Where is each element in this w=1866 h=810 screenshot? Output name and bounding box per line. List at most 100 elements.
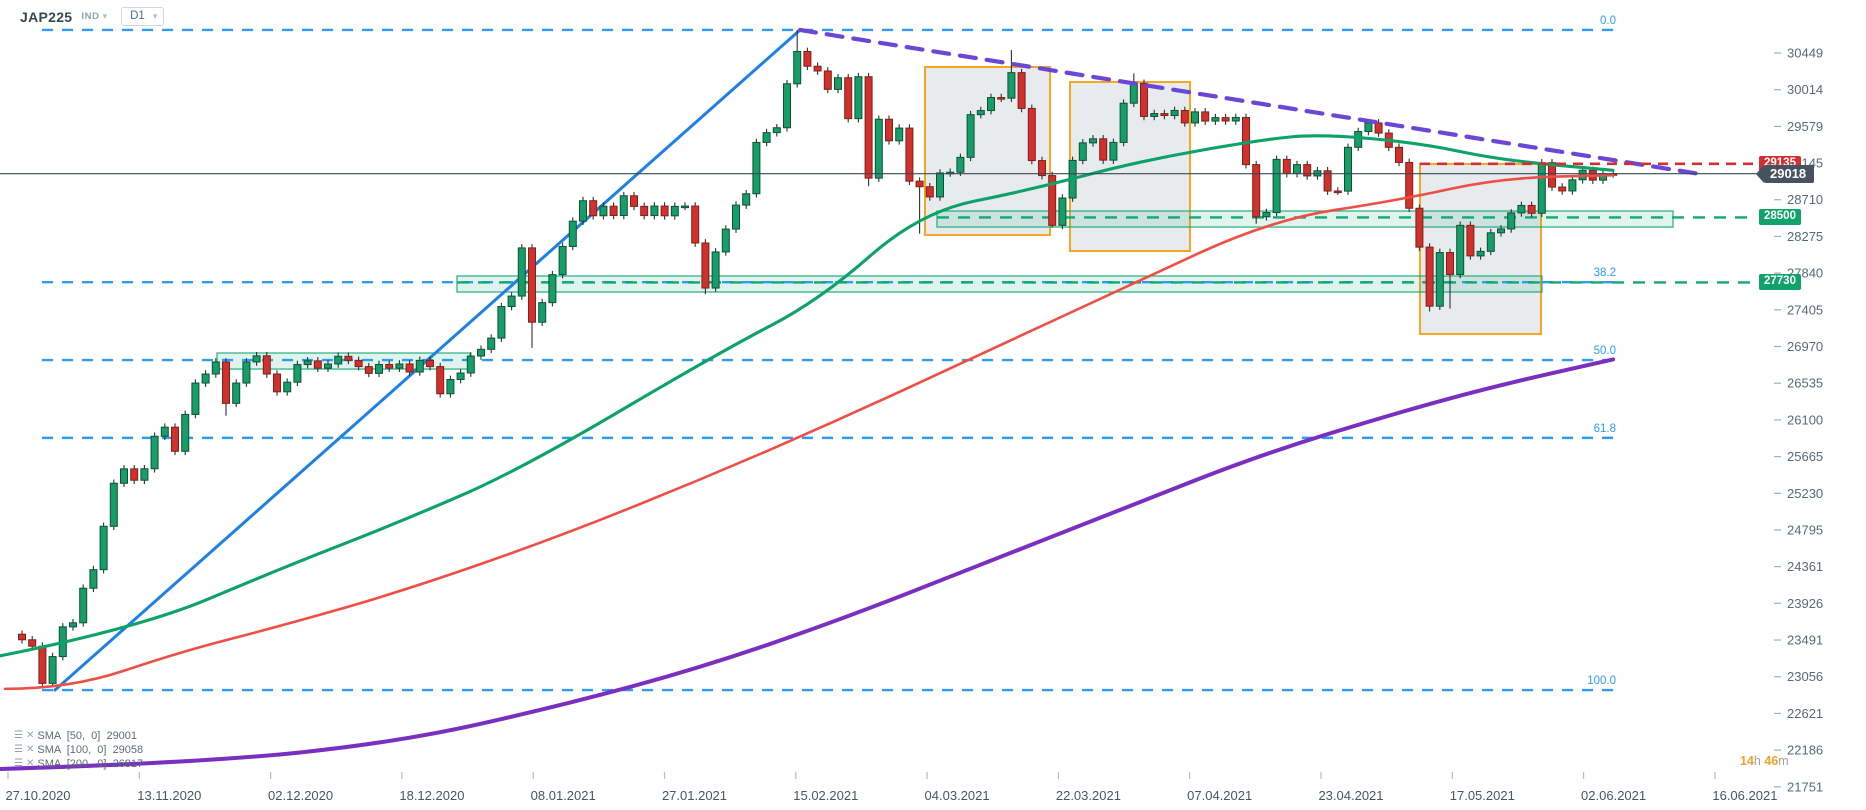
indicator-label: SMA [50, 0] 29001 [37, 730, 138, 742]
candle [232, 379, 241, 408]
candle [140, 464, 149, 485]
indicator-label: SMA [100, 0] 29058 [37, 744, 144, 756]
candle [854, 72, 863, 123]
indicator-remove-icon[interactable]: ✕ [25, 758, 35, 769]
candle [793, 29, 802, 88]
candle [456, 369, 465, 384]
date-axis-label: 02.06.2021 [1581, 788, 1646, 803]
candle [732, 201, 740, 233]
candle [324, 360, 332, 372]
candle [1089, 135, 1097, 147]
candle [273, 370, 281, 396]
candle [834, 73, 842, 94]
indicator-label: SMA [200, 0] 26817 [37, 758, 144, 770]
sma-200-line[interactable] [0, 357, 1615, 771]
candle [1456, 221, 1465, 279]
candle [599, 202, 608, 220]
candle [497, 302, 506, 342]
candle [385, 360, 394, 372]
price-axis-label: 23926 [1787, 596, 1823, 611]
date-axis-label: 16.06.2021 [1712, 788, 1777, 803]
indicator-settings-icon[interactable]: ☰ [14, 744, 23, 755]
date-axis-label: 27.10.2020 [5, 788, 70, 803]
candle [1170, 106, 1179, 120]
candle [936, 169, 944, 201]
price-axis-label: 28710 [1787, 192, 1823, 207]
candle [364, 362, 373, 378]
timer-minutes: 46 [1764, 754, 1779, 768]
candle [874, 115, 883, 182]
price-axis-label: 23056 [1787, 669, 1823, 684]
candle [956, 153, 965, 177]
candle [160, 423, 169, 441]
sma-100-line[interactable] [0, 134, 1615, 658]
candle [375, 360, 383, 378]
candle [1415, 204, 1424, 251]
support-zone[interactable] [456, 275, 1543, 293]
candle [242, 358, 251, 387]
date-axis-label: 17.05.2021 [1450, 788, 1515, 803]
candle [568, 217, 577, 251]
price-axis-label: 22186 [1787, 743, 1823, 758]
candle [905, 124, 914, 185]
support-price-tag[interactable]: 28500 [1759, 209, 1801, 226]
timeframe-select[interactable]: D1 ▾ [121, 7, 165, 26]
candle [1537, 158, 1546, 218]
symbol-bar: JAP225 IND ▾ D1 ▾ [20, 7, 165, 26]
candle [477, 345, 485, 360]
candle [1119, 99, 1128, 147]
candle [1497, 225, 1505, 237]
symbol-label: JAP225 [20, 8, 73, 25]
sma-50-line[interactable] [3, 173, 1615, 691]
candle [823, 67, 832, 94]
candle [99, 522, 108, 574]
candle [1303, 160, 1312, 180]
descending-trendline[interactable] [797, 27, 1703, 177]
price-axis-label: 28275 [1787, 229, 1823, 244]
market-type-label[interactable]: IND [81, 11, 100, 22]
timer-hours: 14 [1740, 754, 1754, 768]
indicator-remove-icon[interactable]: ✕ [25, 744, 35, 755]
indicator-remove-icon[interactable]: ✕ [25, 730, 35, 741]
date-axis-label: 08.01.2021 [531, 788, 596, 803]
candle [772, 123, 781, 137]
candle [670, 202, 679, 220]
indicator-settings-icon[interactable]: ☰ [14, 758, 23, 769]
candle [1344, 143, 1352, 195]
candle [1293, 160, 1301, 178]
indicator-legend-row: ☰ ✕ SMA [100, 0] 29058 [14, 743, 143, 757]
price-axis-label: 29579 [1787, 119, 1823, 134]
candle [89, 565, 98, 593]
support-zone[interactable] [936, 210, 1674, 228]
highlight-box[interactable] [1069, 81, 1191, 253]
price-axis-label: 21751 [1787, 779, 1823, 794]
candle [548, 270, 557, 307]
candle [813, 62, 822, 75]
candle [742, 189, 751, 209]
candle [1150, 109, 1159, 121]
date-axis-label: 27.01.2021 [662, 788, 727, 803]
candle [1272, 155, 1281, 217]
candle [752, 138, 761, 198]
candle-countdown-timer: 14h 46m [1740, 754, 1789, 768]
candle [895, 124, 904, 145]
candle [987, 93, 995, 115]
candle [1231, 113, 1240, 125]
date-axis-label: 02.12.2020 [268, 788, 333, 803]
candle [803, 47, 812, 71]
indicator-settings-icon[interactable]: ☰ [14, 730, 23, 741]
candle [1211, 113, 1220, 125]
support-price-tag[interactable]: 27730 [1759, 274, 1801, 291]
candle [1252, 160, 1261, 224]
chevron-down-icon[interactable]: ▾ [102, 11, 108, 21]
date-axis-label: 18.12.2020 [399, 788, 464, 803]
candle [1109, 138, 1118, 164]
date-axis-label: 04.03.2021 [925, 788, 990, 803]
candle [966, 110, 975, 162]
candle [1435, 248, 1444, 310]
candle [1221, 113, 1230, 125]
candle [18, 630, 26, 644]
price-axis-label: 26100 [1787, 412, 1823, 427]
